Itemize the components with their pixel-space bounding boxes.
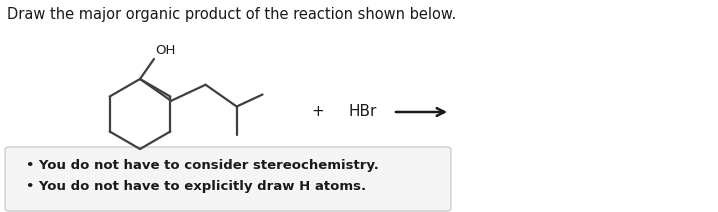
Text: • You do not have to consider stereochemistry.: • You do not have to consider stereochem… [26,159,379,172]
Text: OH: OH [155,44,175,57]
Text: • You do not have to explicitly draw H atoms.: • You do not have to explicitly draw H a… [26,180,366,193]
Text: Draw the major organic product of the reaction shown below.: Draw the major organic product of the re… [7,7,456,22]
FancyBboxPatch shape [5,147,451,211]
Text: +: + [312,105,325,120]
Text: HBr: HBr [348,105,376,120]
